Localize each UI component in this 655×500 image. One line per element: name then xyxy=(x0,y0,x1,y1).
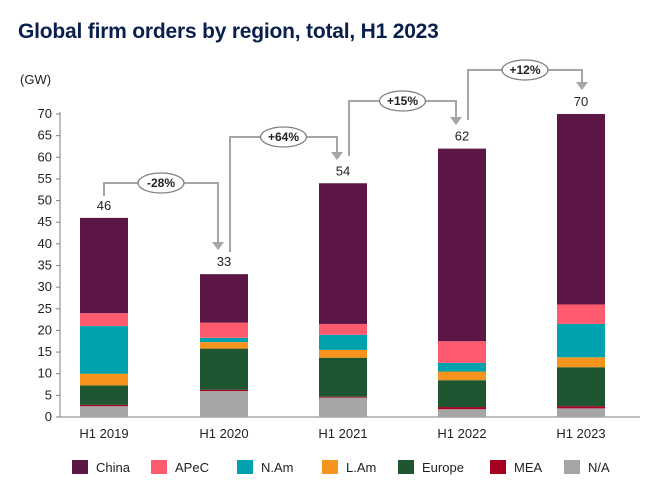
bar-segment-nam-2 xyxy=(319,334,367,350)
bar-segment-china-1 xyxy=(200,274,248,323)
x-category-label: H1 2020 xyxy=(199,426,248,441)
growth-oval xyxy=(259,126,308,148)
bar-segment-na-0 xyxy=(80,406,128,417)
x-axis-categories: H1 2019 H1 2020 H1 2021 H1 2022 H1 2023 xyxy=(79,426,605,441)
bar-segment-na-2 xyxy=(319,397,367,417)
y-tick-label: 30 xyxy=(38,279,52,294)
y-tick-label: 50 xyxy=(38,193,52,208)
y-tick-label: 65 xyxy=(38,128,52,143)
growth-arrowhead xyxy=(450,117,462,125)
bar-segment-mea-2 xyxy=(319,396,367,398)
bar-segment-china-2 xyxy=(319,183,367,324)
y-axis-unit-label: (GW) xyxy=(20,72,52,87)
y-tick-label: 0 xyxy=(45,409,52,424)
bar-segment-europe-4 xyxy=(557,367,605,407)
legend-label: N.Am xyxy=(261,460,294,475)
growth-arrowhead xyxy=(576,82,588,90)
y-tick-label: 45 xyxy=(38,214,52,229)
y-axis: 0 5 10 15 20 25 30 35 40 45 50 55 60 65 70 xyxy=(38,106,640,424)
total-label: 54 xyxy=(336,163,350,178)
y-tick-label: 70 xyxy=(38,106,52,121)
bar-segment-nam-4 xyxy=(557,323,605,358)
legend-label: L.Am xyxy=(346,460,376,475)
bar-segment-apec-2 xyxy=(319,323,367,335)
bar-segment-apec-0 xyxy=(80,313,128,327)
x-category-label: H1 2019 xyxy=(79,426,128,441)
legend-swatch xyxy=(398,460,414,474)
bar-segment-apec-3 xyxy=(438,341,486,363)
growth-arrows: -28% +64% +15% +12% xyxy=(103,59,588,252)
bar-segment-europe-3 xyxy=(438,380,486,408)
total-label: 46 xyxy=(97,198,111,213)
bar-segment-nam-0 xyxy=(80,326,128,374)
legend-swatch xyxy=(151,460,167,474)
legend-label: Europe xyxy=(422,460,464,475)
y-tick-label: 25 xyxy=(38,301,52,316)
y-tick-label: 15 xyxy=(38,344,52,359)
legend-label: China xyxy=(96,460,131,475)
legend: China APeC N.Am L.Am Europe MEA N/A xyxy=(72,460,610,475)
x-category-label: H1 2022 xyxy=(437,426,486,441)
growth-label: -28% xyxy=(147,176,175,190)
growth-oval xyxy=(137,172,185,194)
bar-segment-europe-2 xyxy=(319,357,367,397)
legend-label: APeC xyxy=(175,460,209,475)
bar-segment-apec-1 xyxy=(200,322,248,338)
y-tick-label: 10 xyxy=(38,366,52,381)
legend-swatch xyxy=(72,460,88,474)
legend-swatch xyxy=(564,460,580,474)
growth-label: +64% xyxy=(268,130,299,144)
bar-segment-china-0 xyxy=(80,217,128,314)
bar-segment-mea-0 xyxy=(80,404,128,407)
bar-segment-china-3 xyxy=(438,148,486,342)
y-tick-label: 5 xyxy=(45,387,52,402)
total-label: 33 xyxy=(217,254,231,269)
legend-label: MEA xyxy=(514,460,543,475)
growth-oval xyxy=(378,90,427,112)
bar-segment-apec-4 xyxy=(557,304,605,324)
total-labels: 46 33 54 62 70 xyxy=(97,94,588,269)
bar-segment-europe-0 xyxy=(80,385,128,405)
bar-segment-mea-1 xyxy=(200,389,248,392)
legend-label: N/A xyxy=(588,460,610,475)
bar-segment-lam-0 xyxy=(80,373,128,386)
growth-label: +15% xyxy=(387,94,418,108)
growth-arrowhead xyxy=(212,242,224,250)
growth-label: +12% xyxy=(509,63,540,77)
bar-segment-na-4 xyxy=(557,408,605,417)
total-label: 62 xyxy=(455,129,469,144)
bar-segment-nam-1 xyxy=(200,337,248,343)
y-tick-label: 35 xyxy=(38,258,52,273)
y-tick-label: 55 xyxy=(38,171,52,186)
bar-segment-nam-3 xyxy=(438,362,486,372)
growth-oval xyxy=(501,59,549,81)
bar-segment-lam-4 xyxy=(557,357,605,368)
bar-segment-na-3 xyxy=(438,409,486,417)
bar-segment-lam-2 xyxy=(319,349,367,358)
legend-swatch xyxy=(490,460,506,474)
x-category-label: H1 2021 xyxy=(318,426,367,441)
bar-segment-mea-4 xyxy=(557,406,605,409)
y-tick-label: 20 xyxy=(38,322,52,337)
bar-segment-europe-1 xyxy=(200,348,248,390)
bar-segment-china-4 xyxy=(557,114,605,305)
bar-segment-lam-1 xyxy=(200,342,248,349)
bar-segment-na-1 xyxy=(200,391,248,417)
bar-segment-lam-3 xyxy=(438,371,486,381)
x-category-label: H1 2023 xyxy=(556,426,605,441)
y-tick-label: 60 xyxy=(38,149,52,164)
legend-swatch xyxy=(322,460,338,474)
legend-swatch xyxy=(237,460,253,474)
chart-title: Global firm orders by region, total, H1 … xyxy=(18,20,439,43)
growth-arrowhead xyxy=(331,152,343,160)
bar-stacks xyxy=(80,114,605,417)
total-label: 70 xyxy=(574,94,588,109)
y-tick-label: 40 xyxy=(38,236,52,251)
bar-segment-mea-3 xyxy=(438,407,486,410)
